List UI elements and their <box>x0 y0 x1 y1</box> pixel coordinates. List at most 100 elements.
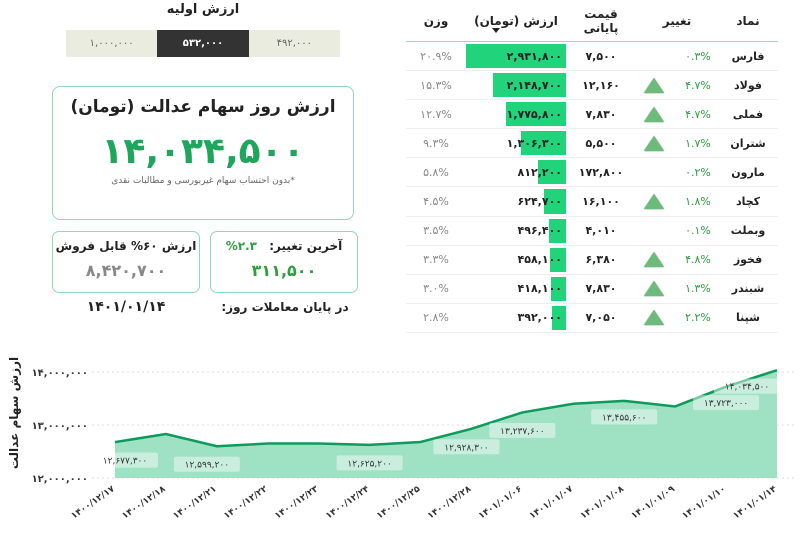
table-row[interactable]: مارون ۰.۲% ۱۷۲,۸۰۰ ۸۱۲,۲۰۰ ۵.۸% <box>406 158 778 188</box>
value-bar <box>544 189 566 214</box>
chart-area <box>115 370 777 478</box>
chart-y-axis-label: ارزش سهام عدالت <box>7 356 21 470</box>
row-price: ۱۶,۱۰۰ <box>582 195 620 209</box>
row-symbol[interactable]: شبندر <box>731 282 765 296</box>
x-tick-label: ۱۴۰۰/۱۲/۲۵ <box>375 484 423 521</box>
header-value-label: ارزش (تومان) <box>474 13 558 28</box>
row-symbol[interactable]: مارون <box>731 165 765 179</box>
row-price: ۷,۵۰۰ <box>585 49 617 63</box>
row-symbol[interactable]: شتران <box>730 136 766 150</box>
value-bar <box>552 305 566 330</box>
row-value-text: ۴۱۸,۱۰۰ <box>517 282 562 296</box>
row-price: ۶,۳۸۰ <box>585 253 617 267</box>
sellable-value-label: ارزش ۶۰% قابل فروش <box>55 239 197 253</box>
value-bar <box>549 218 566 243</box>
initial-value-title: ارزش اولیه <box>166 2 240 17</box>
row-price: ۱۷۲,۸۰۰ <box>578 165 624 179</box>
header-price[interactable]: قیمت پایانی <box>583 6 619 35</box>
row-change-percent: ۰.۳% <box>685 49 711 63</box>
row-symbol[interactable]: کچاد <box>735 195 761 209</box>
table-row[interactable]: شبندر ۱.۳% ۷,۸۳۰ ۴۱۸,۱۰۰ ۳.۰% <box>406 275 778 304</box>
x-tick-label: ۱۴۰۱/۰۱/۰۹ <box>630 484 678 521</box>
header-weight[interactable]: وزن <box>423 13 449 28</box>
initial-value-selector: ۱,۰۰۰,۰۰۰ ۵۳۲,۰۰۰ ۴۹۲,۰۰۰ <box>66 30 340 57</box>
table-row[interactable]: فملی ۴.۷% ۷,۸۳۰ ۱,۷۷۵,۸۰۰ ۱۲.۷% <box>406 100 778 130</box>
row-symbol[interactable]: وبملت <box>730 224 766 238</box>
sort-desc-icon <box>492 28 500 33</box>
table-row[interactable]: فخوز ۴.۸% ۶,۳۸۰ ۴۵۸,۱۰۰ ۳.۳% <box>406 246 778 275</box>
daily-value-note: *بدون احتساب سهام غیربورسی و مطالبات نقد… <box>111 176 295 186</box>
row-change: ۱.۳% <box>636 281 718 297</box>
x-tick-label: ۱۴۰۰/۱۲/۱۷ <box>70 484 118 521</box>
row-symbol[interactable]: فارس <box>731 49 765 63</box>
x-tick-label: ۱۴۰۱/۰۱/۰۶ <box>477 484 524 521</box>
x-tick-label: ۱۴۰۰/۱۲/۱۸ <box>121 484 169 521</box>
row-change-percent: ۱.۸% <box>685 195 711 209</box>
row-change: ۴.۷% <box>636 77 718 93</box>
row-weight: ۲.۸% <box>423 311 449 325</box>
data-point-label: ۱۳,۴۵۵,۶۰۰ <box>602 413 646 423</box>
row-value-text: ۸۱۲,۲۰۰ <box>517 165 562 179</box>
row-price: ۷,۰۵۰ <box>585 311 617 325</box>
row-symbol[interactable]: فولاد <box>734 78 762 92</box>
row-value-text: ۴۵۸,۱۰۰ <box>517 253 562 267</box>
table-row[interactable]: فارس ۰.۳% ۷,۵۰۰ ۲,۹۳۱,۸۰۰ ۲۰.۹% <box>406 42 778 72</box>
row-value: ۳۹۲,۰۰۰ <box>466 304 566 332</box>
sellable-value-card: ارزش ۶۰% قابل فروش ۸,۴۲۰,۷۰۰ <box>52 231 200 293</box>
row-change: ۰.۲% <box>636 166 718 179</box>
table-row[interactable]: وبملت ۰.۱% ۴,۰۱۰ ۴۹۶,۴۰۰ ۳.۵% <box>406 217 778 246</box>
table-row[interactable]: شتران ۱.۷% ۵,۵۰۰ ۱,۳۰۶,۳۰۰ ۹.۳% <box>406 129 778 159</box>
x-tick-label: ۱۴۰۰/۱۲/۲۸ <box>426 484 474 521</box>
table-row[interactable]: فولاد ۴.۷% ۱۲,۱۶۰ ۲,۱۴۸,۷۰۰ ۱۵.۳% <box>406 71 778 101</box>
row-value: ۶۲۴,۷۰۰ <box>466 187 566 215</box>
row-change-percent: ۲.۲% <box>685 311 711 325</box>
initial-value-option-492000[interactable]: ۴۹۲,۰۰۰ <box>248 30 340 57</box>
row-change: ۱.۷% <box>636 135 718 151</box>
row-change: ۴.۸% <box>636 252 718 268</box>
header-symbol[interactable]: نماد <box>736 13 760 28</box>
header-value[interactable]: ارزش (تومان) <box>466 0 566 41</box>
data-point-label: ۱۳,۲۳۷,۶۰۰ <box>500 427 544 437</box>
row-price: ۱۲,۱۶۰ <box>582 78 620 92</box>
header-change[interactable]: تغییر <box>662 13 692 28</box>
data-point-label: ۱۳,۷۲۳,۰۰۰ <box>704 399 748 409</box>
x-tick-label: ۱۴۰۰/۱۲/۲۱ <box>171 484 218 521</box>
row-weight: ۴.۵% <box>423 195 449 209</box>
initial-value-option-1000000[interactable]: ۱,۰۰۰,۰۰۰ <box>66 30 158 57</box>
daily-value-title: ارزش روز سهام عدالت (تومان) <box>70 97 336 117</box>
row-symbol[interactable]: شپنا <box>736 311 760 325</box>
row-value-text: ۱,۷۷۵,۸۰۰ <box>506 107 562 121</box>
row-price: ۵,۵۰۰ <box>585 136 617 150</box>
row-weight: ۳.۳% <box>423 253 449 267</box>
row-symbol[interactable]: فخوز <box>733 253 763 267</box>
up-arrow-icon <box>644 194 664 210</box>
daily-value-card: ارزش روز سهام عدالت (تومان) ۱۴,۰۳۴,۵۰۰ *… <box>52 86 354 220</box>
table-row[interactable]: شپنا ۲.۲% ۷,۰۵۰ ۳۹۲,۰۰۰ ۲.۸% <box>406 304 778 333</box>
daily-value-amount: ۱۴,۰۳۴,۵۰۰ <box>101 131 305 172</box>
x-tick-label: ۱۴۰۱/۰۱/۱۴ <box>732 484 780 521</box>
row-change: ۴.۷% <box>636 106 718 122</box>
row-price: ۷,۸۳۰ <box>585 282 617 296</box>
row-price: ۴,۰۱۰ <box>585 224 617 238</box>
row-value: ۴۹۶,۴۰۰ <box>466 217 566 245</box>
row-change-percent: ۴.۷% <box>685 78 711 92</box>
trading-day-label: در پایان معاملات روز: <box>221 300 349 314</box>
row-symbol[interactable]: فملی <box>732 107 764 121</box>
value-bar <box>538 160 566 185</box>
initial-value-option-532000[interactable]: ۵۳۲,۰۰۰ <box>157 30 249 57</box>
row-weight: ۹.۳% <box>423 136 449 150</box>
row-value-text: ۴۹۶,۴۰۰ <box>517 224 562 238</box>
up-arrow-icon <box>644 281 664 297</box>
table-row[interactable]: کچاد ۱.۸% ۱۶,۱۰۰ ۶۲۴,۷۰۰ ۴.۵% <box>406 187 778 217</box>
row-value: ۴۵۸,۱۰۰ <box>466 246 566 274</box>
row-value: ۸۱۲,۲۰۰ <box>466 158 566 186</box>
data-point-label: ۱۲,۹۲۸,۳۰۰ <box>444 443 488 453</box>
row-change: ۰.۱% <box>636 224 718 237</box>
trading-day-date: ۱۴۰۱/۰۱/۱۴ <box>86 299 166 315</box>
row-weight: ۱۲.۷% <box>420 107 452 121</box>
value-bar <box>466 44 566 69</box>
row-change: ۲.۲% <box>636 310 718 326</box>
data-point-label: ۱۲,۶۷۷,۳۰۰ <box>103 457 147 467</box>
row-value-text: ۶۲۴,۷۰۰ <box>517 195 562 209</box>
row-value-text: ۳۹۲,۰۰۰ <box>517 311 562 325</box>
